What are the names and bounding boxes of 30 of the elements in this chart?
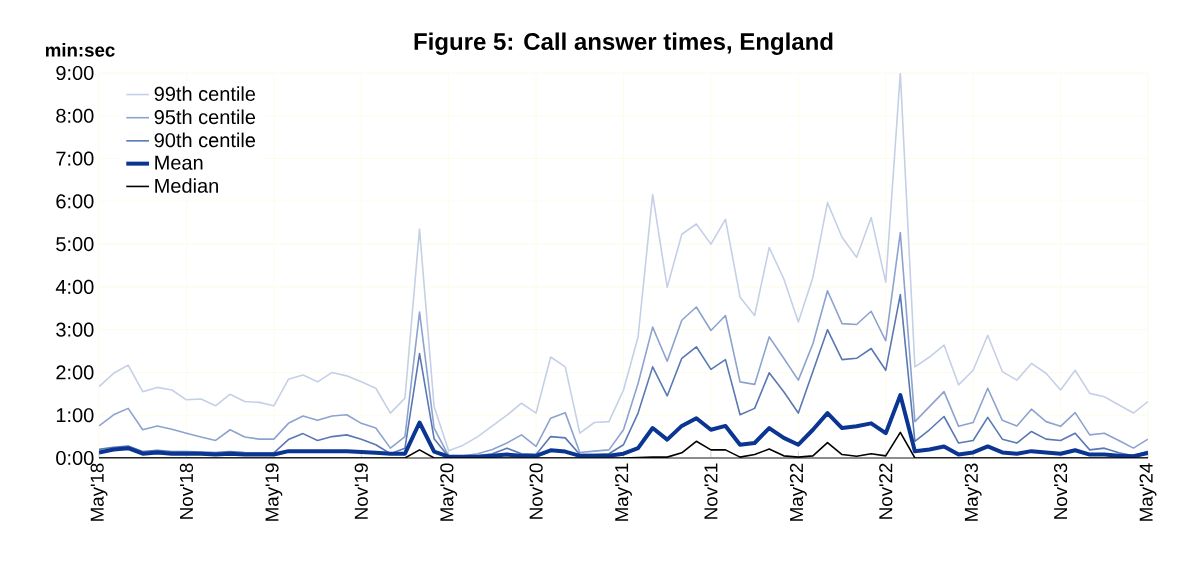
y-tick-label: 9:00 (56, 65, 94, 81)
x-tick-label: May'23 (964, 463, 982, 521)
y-tick-label: 3:00 (56, 322, 94, 337)
x-tick-label: May'21 (615, 463, 632, 521)
x-tick-label: May'20 (440, 463, 458, 521)
x-tick-label: Nov'18 (179, 463, 194, 519)
x-tick-label: Nov'20 (529, 463, 543, 519)
y-tick-label: 4:00 (55, 279, 94, 294)
y-tick-label: 5:00 (56, 237, 94, 252)
x-tick-label: Nov'21 (704, 463, 718, 519)
legend-label: Mean (155, 155, 203, 170)
y-tick-label: 2:00 (56, 365, 94, 380)
y-axis-title: min:sec (45, 43, 115, 57)
y-tick-label: 8:00 (56, 108, 94, 123)
x-tick-label: May'19 (265, 463, 283, 521)
y-tick-label: 6:00 (56, 194, 94, 209)
y-tick-label: 1:00 (56, 408, 94, 423)
x-tick-label: Nov'22 (879, 463, 893, 519)
chart-title: Figure 5: Call answer times, England (414, 32, 833, 55)
legend-label: Median (155, 178, 218, 193)
legend-label: 90th centile (154, 132, 256, 148)
x-tick-label: May'24 (1139, 463, 1157, 521)
x-tick-label: May'18 (90, 463, 108, 521)
x-tick-label: Nov'23 (1053, 463, 1068, 519)
y-tick-label: 0:00 (56, 450, 94, 466)
y-tick-label: 7:00 (56, 151, 94, 166)
x-tick-label: May'22 (789, 463, 807, 521)
legend-label: 99th centile (154, 86, 256, 101)
legend-label: 95th centile (154, 109, 256, 125)
x-tick-label: Nov'19 (354, 463, 368, 519)
